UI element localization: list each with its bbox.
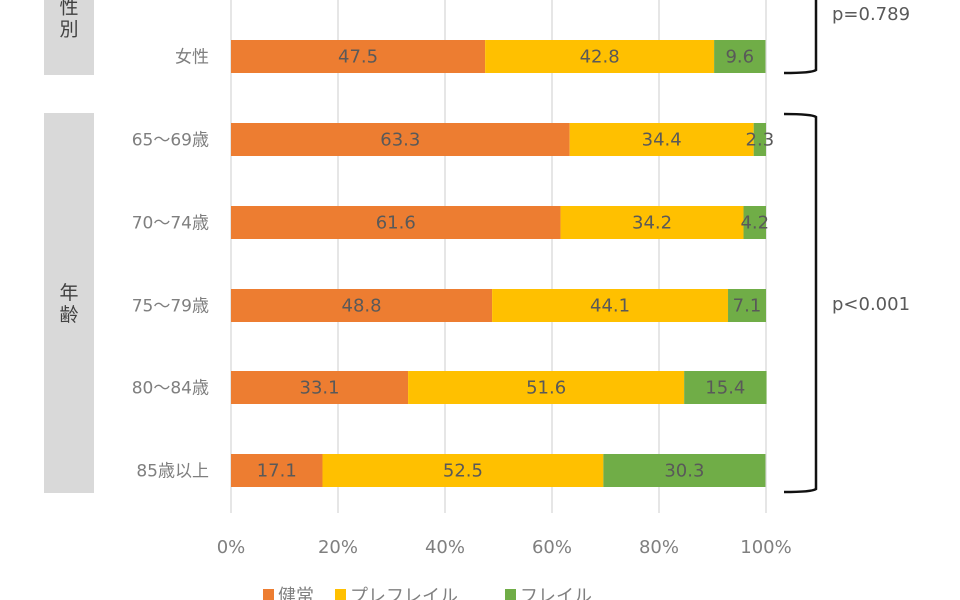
category-label: 女性 bbox=[175, 48, 209, 68]
data-label: 42.8 bbox=[580, 47, 620, 68]
data-label: 52.5 bbox=[443, 461, 483, 482]
data-label: 34.4 bbox=[642, 130, 682, 151]
data-label: 63.3 bbox=[380, 130, 420, 151]
bar-segment bbox=[603, 454, 766, 487]
p-value-label: p<0.001 bbox=[832, 294, 910, 315]
legend-label: プレフレイル bbox=[350, 586, 458, 600]
bar-segment bbox=[231, 123, 570, 156]
data-label: 2.3 bbox=[746, 130, 775, 151]
x-tick-label: 40% bbox=[425, 537, 465, 558]
bar-segment bbox=[728, 289, 766, 322]
data-label: 33.1 bbox=[300, 378, 340, 399]
data-label: 7.1 bbox=[733, 296, 762, 317]
bracket bbox=[783, 0, 818, 75]
data-label: 4.2 bbox=[740, 213, 769, 234]
bar-segment bbox=[231, 40, 486, 73]
category-label: 75〜79歳 bbox=[132, 297, 209, 317]
group-label: 年齢 bbox=[59, 282, 78, 326]
bar-segment bbox=[408, 371, 685, 404]
legend-label: フレイル bbox=[520, 586, 592, 600]
bar-segment bbox=[231, 454, 323, 487]
x-tick-label: 80% bbox=[639, 537, 679, 558]
group-label: 性別 bbox=[59, 0, 78, 41]
x-tick-label: 0% bbox=[217, 537, 246, 558]
category-label: 80〜84歳 bbox=[132, 379, 209, 399]
x-tick-label: 60% bbox=[532, 537, 572, 558]
data-label: 61.6 bbox=[376, 213, 416, 234]
bar-segment bbox=[485, 40, 715, 73]
bar-segment bbox=[231, 206, 561, 239]
x-tick-label: 100% bbox=[740, 537, 791, 558]
legend-swatch bbox=[505, 589, 516, 600]
data-label: 47.5 bbox=[338, 47, 378, 68]
category-label: 65〜69歳 bbox=[132, 131, 209, 151]
legend: 健常 プレフレイル フレイル bbox=[263, 586, 592, 600]
bar-segment bbox=[743, 206, 766, 239]
bar-segment bbox=[492, 289, 729, 322]
category-labels: 女性 65〜69歳 70〜74歳 75〜79歳 80〜84歳 85歳以上 bbox=[132, 48, 209, 482]
legend-label: 健常 bbox=[278, 586, 314, 600]
x-tick-label: 20% bbox=[318, 537, 358, 558]
data-label: 9.6 bbox=[725, 47, 754, 68]
bar-segment bbox=[231, 289, 493, 322]
p-value-label: p=0.789 bbox=[832, 4, 910, 25]
legend-swatch bbox=[335, 589, 346, 600]
bar-segment bbox=[714, 40, 766, 73]
bar-segment bbox=[569, 123, 754, 156]
x-axis-ticks: 0% 20% 40% 60% 80% 100% bbox=[217, 537, 792, 558]
p-value-brackets: p=0.789 p<0.001 bbox=[783, 0, 910, 494]
data-label: 48.8 bbox=[342, 296, 382, 317]
legend-swatch bbox=[263, 589, 274, 600]
bars: 47.5 42.8 9.6 63.3 34.4 2.3 61.6 34.2 4.2 48.8 44.… bbox=[231, 40, 774, 487]
data-label: 30.3 bbox=[664, 461, 704, 482]
bracket bbox=[783, 112, 818, 494]
group-box bbox=[44, 0, 94, 75]
category-label: 85歳以上 bbox=[136, 462, 209, 482]
data-label: 17.1 bbox=[257, 461, 297, 482]
category-label: 70〜74歳 bbox=[132, 214, 209, 234]
data-label: 44.1 bbox=[590, 296, 630, 317]
data-label: 15.4 bbox=[705, 378, 745, 399]
bar-segment bbox=[753, 123, 766, 156]
bar-segment bbox=[231, 371, 409, 404]
gridlines bbox=[230, 0, 767, 513]
group-box bbox=[44, 113, 94, 493]
bar-segment bbox=[560, 206, 744, 239]
data-label: 51.6 bbox=[526, 378, 566, 399]
data-label: 34.2 bbox=[632, 213, 672, 234]
bar-segment bbox=[684, 371, 767, 404]
bar-segment bbox=[322, 454, 604, 487]
